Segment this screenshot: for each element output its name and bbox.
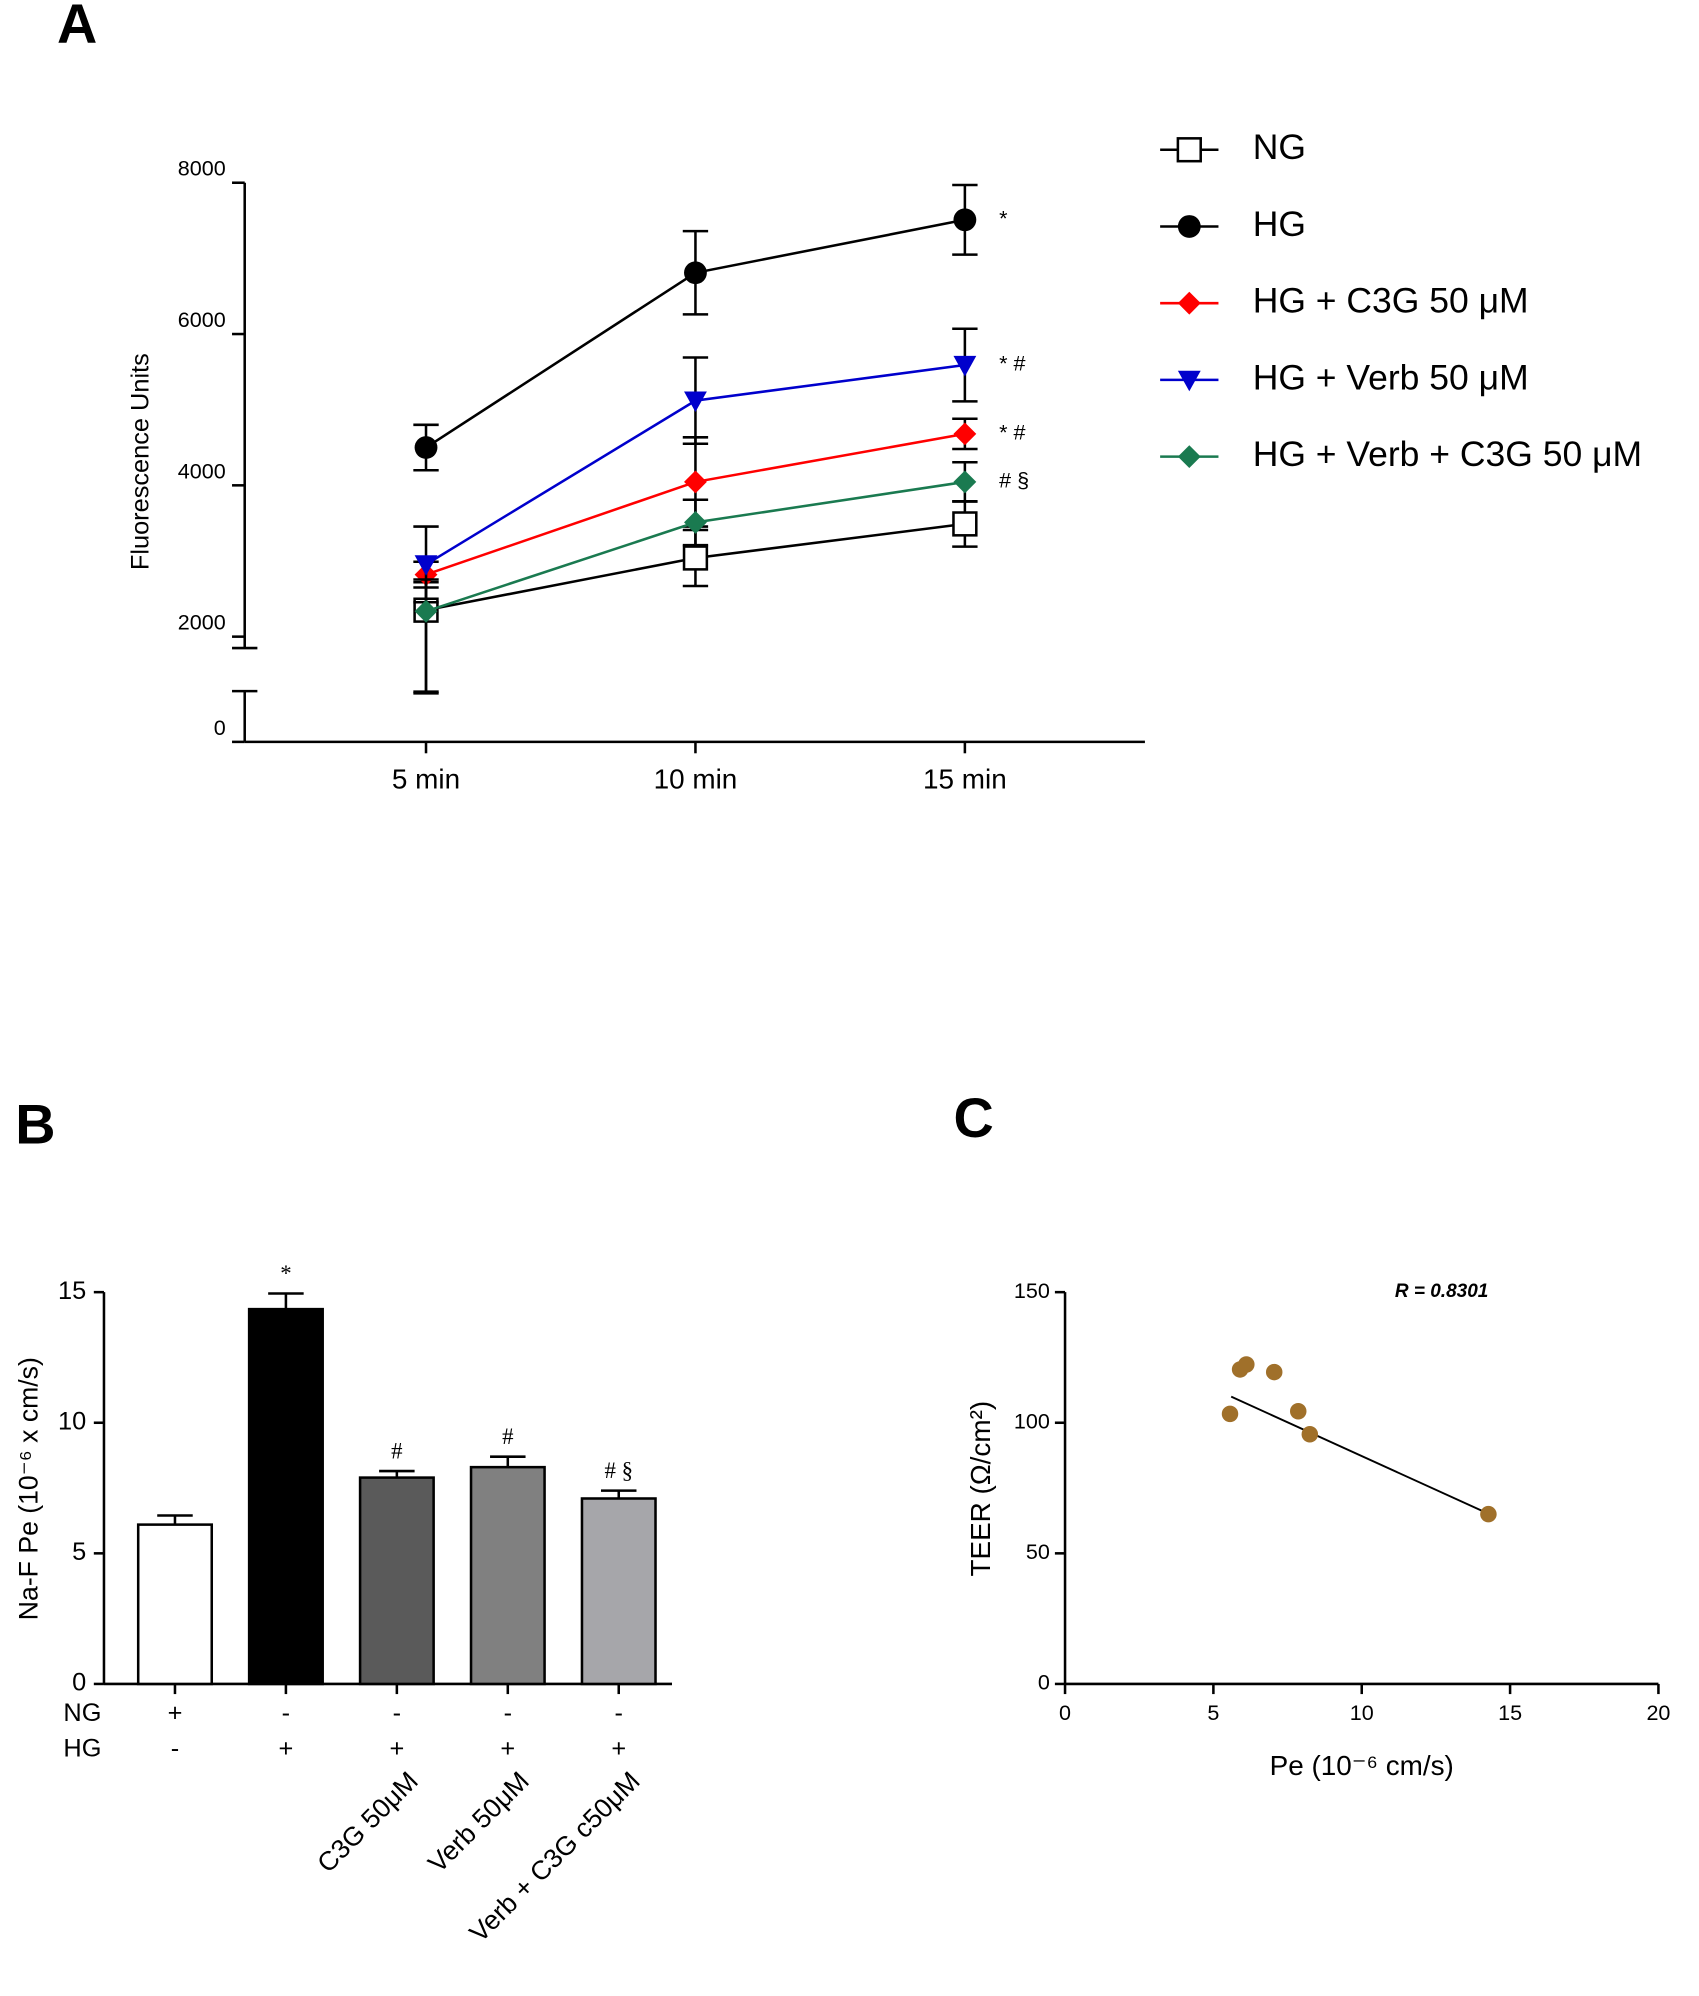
legend-label: HG + C3G 50 μM (1253, 281, 1529, 321)
row-value: + (611, 1735, 626, 1763)
error-bar (600, 1489, 637, 1499)
y-tick-label: 15 (58, 1277, 86, 1305)
marker (1177, 445, 1201, 469)
point (1301, 1426, 1319, 1443)
row-value: - (171, 1735, 179, 1763)
marker (414, 599, 438, 623)
marker (953, 470, 977, 494)
x-tick-label: 5 (1207, 1700, 1219, 1725)
panel-label: A (57, 0, 97, 55)
marker (414, 555, 438, 576)
bar (136, 1523, 214, 1686)
row-value: - (615, 1699, 623, 1727)
marker (1177, 370, 1201, 392)
row-label: NG (63, 1699, 101, 1727)
x-tick-label: 0 (1059, 1700, 1071, 1725)
legend-label: HG + Verb 50 μM (1253, 357, 1529, 397)
y-tick-label: 150 (1014, 1278, 1050, 1303)
panel-label: C (953, 1087, 993, 1149)
marker (684, 261, 707, 285)
y-axis-label: TEER (Ω/cm²) (965, 1401, 996, 1577)
row-label: HG (63, 1735, 101, 1763)
point (1480, 1505, 1497, 1523)
legend-label: HG (1253, 204, 1306, 244)
annotation: * # (999, 420, 1025, 445)
trendline (1230, 1395, 1490, 1516)
marker (953, 208, 977, 232)
row-value: + (168, 1699, 183, 1727)
annotation: # § (604, 1458, 633, 1483)
row-value: + (500, 1735, 515, 1763)
error-bar (490, 1455, 526, 1468)
y-tick-label: 0 (214, 715, 226, 740)
point (1265, 1363, 1283, 1381)
y-tick-label: 5 (72, 1538, 86, 1566)
row-value: - (282, 1699, 290, 1727)
x-tick-label: Verb 50μM (422, 1766, 535, 1879)
marker (684, 391, 707, 413)
legend-label: HG + Verb + C3G 50 μM (1253, 434, 1642, 474)
marker (684, 510, 707, 534)
marker (682, 545, 709, 571)
legend-label: NG (1253, 127, 1306, 167)
marker (1176, 137, 1202, 163)
annotation: # (502, 1424, 513, 1449)
marker (952, 511, 978, 537)
error-bar (157, 1514, 193, 1525)
y-tick-label: 2000 (178, 610, 226, 635)
bar (358, 1476, 435, 1686)
marker (1177, 291, 1201, 315)
x-tick-label: 15 (1498, 1700, 1522, 1725)
marker (953, 355, 977, 377)
annotation: * (280, 1261, 291, 1286)
x-tick-label: 10 (1350, 1700, 1374, 1725)
error-bar (268, 1292, 304, 1310)
y-tick-label: 100 (1014, 1408, 1050, 1433)
annotation: * (999, 205, 1008, 230)
y-tick-label: 4000 (178, 458, 226, 483)
y-tick-label: 0 (72, 1669, 86, 1697)
annotation: * # (999, 351, 1025, 376)
annotation: # § (999, 468, 1029, 493)
x-tick-label: 20 (1646, 1700, 1670, 1725)
y-axis-label: Na-F Pe (10⁻⁶ x cm/s) (13, 1357, 43, 1620)
marker (414, 436, 438, 459)
x-axis-label: Pe (10⁻⁶ cm/s) (1270, 1750, 1454, 1781)
marker (953, 422, 977, 446)
annotation: # (391, 1439, 402, 1464)
marker (684, 470, 707, 494)
bar (469, 1465, 546, 1686)
panel-label: B (15, 1093, 55, 1155)
x-tick-label: 5 min (392, 764, 460, 795)
point (1290, 1403, 1307, 1420)
point (1221, 1405, 1239, 1423)
y-tick-label: 6000 (178, 307, 226, 332)
y-tick-label: 10 (58, 1407, 86, 1435)
y-tick-label: 50 (1026, 1539, 1050, 1564)
row-value: + (279, 1735, 294, 1763)
bar (247, 1307, 324, 1686)
marker (1177, 215, 1201, 238)
point (1238, 1356, 1255, 1373)
x-tick-label: C3G 50μM (311, 1766, 424, 1879)
y-tick-label: 8000 (178, 156, 226, 181)
annotation: R = 0.8301 (1395, 1281, 1489, 1302)
y-axis-label: Fluorescence Units (127, 353, 155, 570)
error-bar (413, 578, 439, 695)
row-value: - (393, 1699, 401, 1727)
x-tick-label: 15 min (923, 764, 1007, 795)
x-tick-label: 10 min (654, 764, 738, 795)
bar (580, 1497, 657, 1686)
row-value: - (504, 1699, 512, 1727)
row-value: + (389, 1735, 404, 1763)
y-tick-label: 0 (1038, 1670, 1050, 1695)
